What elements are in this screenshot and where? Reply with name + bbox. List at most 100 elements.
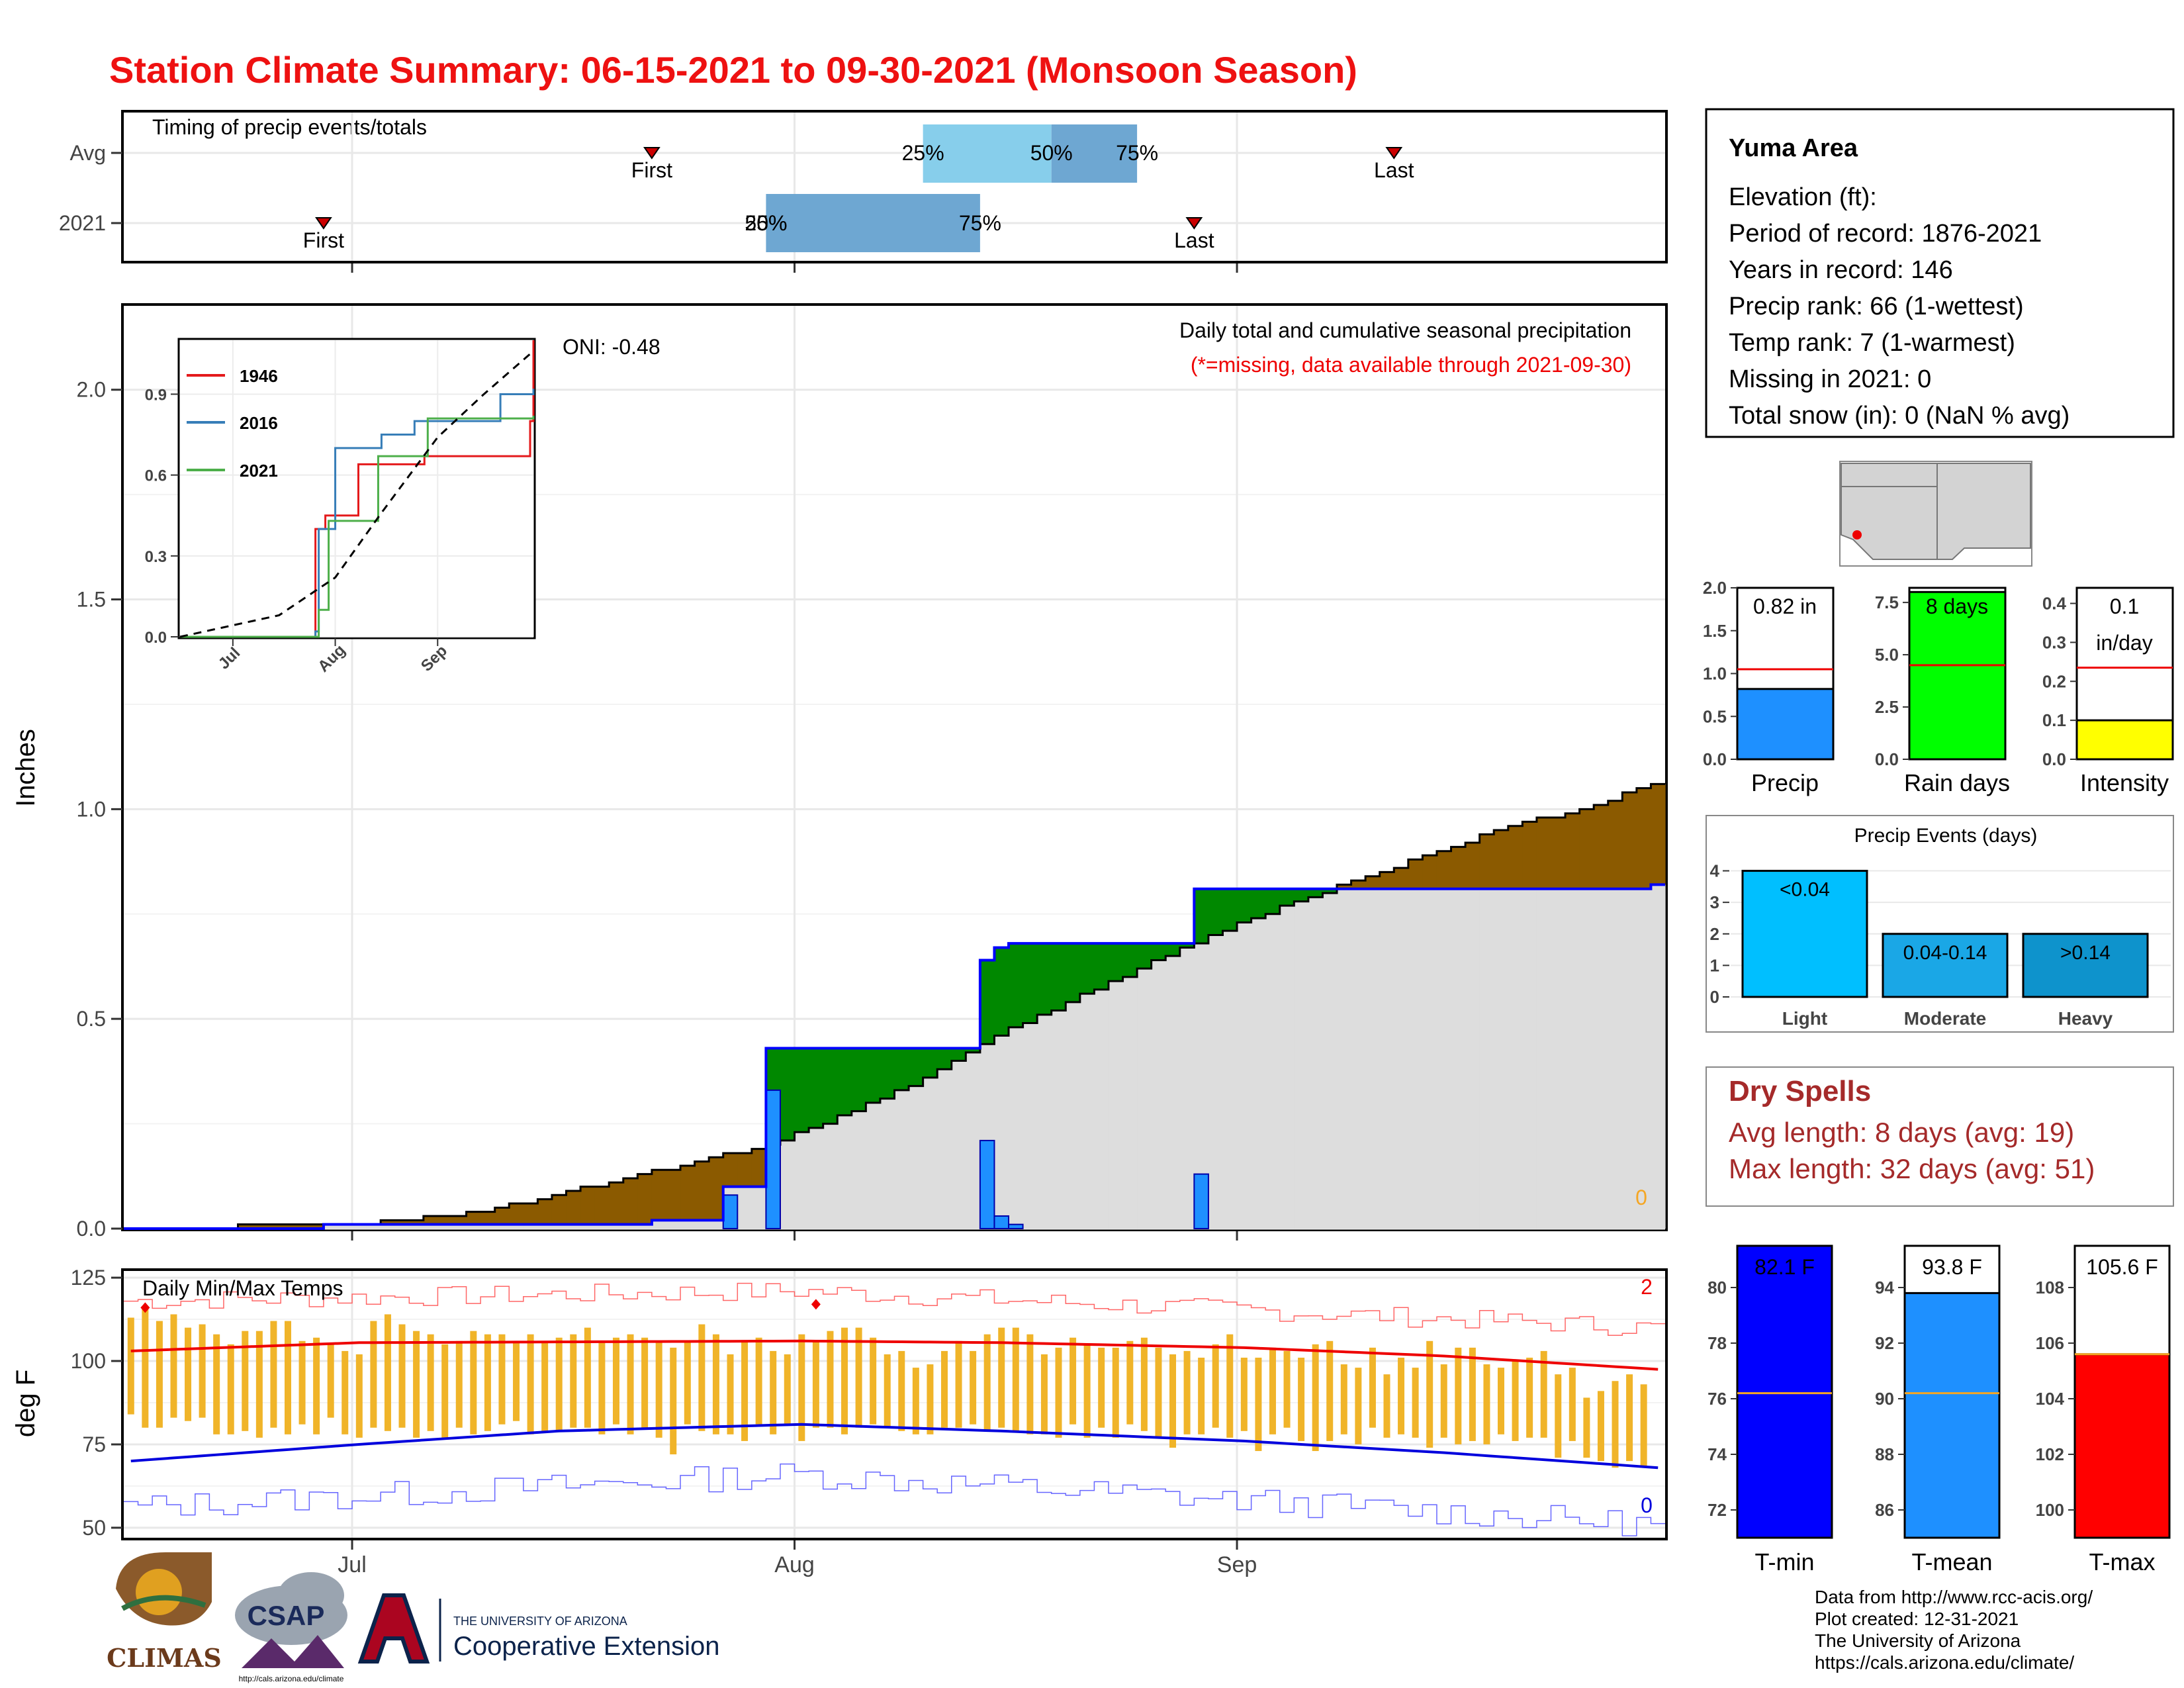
deficit-fill (1494, 830, 1509, 889)
gauge-ytick-label: 0.0 (1703, 749, 1727, 769)
normal-fill (794, 1132, 809, 1229)
daily-temp-bar (1340, 1364, 1347, 1434)
normal-fill (1622, 888, 1637, 1229)
avg-min-line (130, 1423, 1659, 1470)
ua-logo-a (357, 1593, 430, 1664)
daily-precip-bar (1193, 1173, 1209, 1230)
temp-ytick-label: 125 (71, 1266, 106, 1289)
event-bar-Heavy (2022, 933, 2149, 998)
inset-series-line-2021 (180, 416, 535, 638)
inset-ytick-label: 0.0 (145, 629, 167, 647)
deficit-fill (651, 1170, 667, 1221)
surplus-fill (923, 1048, 938, 1078)
events-ytick-label: 3 (1710, 892, 1719, 912)
deficit-fill (1465, 843, 1480, 889)
surplus-fill (1137, 943, 1152, 969)
record-min-line (124, 1463, 1665, 1536)
normal-fill (551, 1224, 567, 1229)
gauge-value-label: 0.82 in (1753, 594, 1817, 618)
gauge-ytick-label: 0.0 (2042, 749, 2066, 769)
surplus-fill (1108, 943, 1124, 982)
temp-gauge-name-label: T-max (2089, 1548, 2155, 1575)
daily-temp-bar (1012, 1327, 1019, 1431)
credit-line: Data from http://www.rcc-acis.org/ (1815, 1587, 2093, 1607)
temp-ytick-label: 75 (82, 1432, 106, 1456)
normal-fill (609, 1224, 624, 1229)
normal-fill (423, 1224, 439, 1229)
surplus-fill (909, 1048, 924, 1086)
gauge-ytick-label: 0.2 (2042, 671, 2066, 691)
precip-header: Daily total and cumulative seasonal prec… (1179, 318, 1631, 342)
2021-p25-label: 25% (745, 211, 787, 235)
inset-series-line-1946 (180, 340, 535, 638)
daily-precip-bar (979, 1139, 995, 1230)
normal-fill (637, 1224, 653, 1229)
avg-last-marker (1385, 147, 1403, 160)
avg-first-label: First (631, 158, 672, 182)
normal-fill (966, 1052, 981, 1229)
temp-gauge-ytick-label: 104 (2036, 1389, 2065, 1409)
gauge-name-label: Precip (1751, 769, 1819, 796)
daily-temp-bar (1183, 1350, 1191, 1434)
surplus-fill (809, 1048, 824, 1128)
deficit-fill (1608, 800, 1623, 889)
event-bar-label: <0.04 (1780, 879, 1830, 901)
deficit-fill (580, 1186, 596, 1225)
ua-logo: THE UNIVERSITY OF ARIZONA Cooperative Ex… (357, 1593, 719, 1664)
deficit-fill (509, 1203, 524, 1225)
deficit-fill (252, 1224, 267, 1229)
surplus-fill (894, 1048, 909, 1090)
normal-fill (851, 1111, 866, 1229)
climas-logo: CLIMAS (107, 1552, 222, 1673)
surplus-fill (1122, 943, 1138, 977)
daily-temp-bar (1255, 1357, 1262, 1452)
surplus-fill (994, 947, 1009, 1036)
daily-temp-bar (1455, 1347, 1462, 1444)
normal-fill (709, 1220, 724, 1229)
event-category-label: Light (1782, 1008, 1827, 1029)
normal-fill (1508, 888, 1523, 1229)
daily-temp-bar (1126, 1340, 1134, 1425)
daily-temp-bar (1198, 1357, 1205, 1434)
events-title: Precip Events (days) (1854, 825, 2038, 847)
daily-temp-bar (1298, 1357, 1305, 1441)
daily-temp-bar (1383, 1374, 1390, 1438)
x-tick-label: Jul (338, 1552, 366, 1577)
daily-temp-bar (570, 1334, 577, 1428)
normal-fill (1365, 888, 1381, 1229)
daily-temp-bar (413, 1331, 420, 1438)
normal-fill (381, 1224, 396, 1229)
daily-temp-bar (1112, 1347, 1119, 1438)
surplus-fill (1237, 888, 1252, 923)
event-bar-label: >0.14 (2060, 942, 2111, 964)
normal-fill (1051, 1010, 1066, 1229)
normal-fill (1579, 888, 1594, 1229)
timing-row-2021-label: 2021 (59, 211, 106, 235)
normal-fill (580, 1224, 596, 1229)
daily-temp-bar (1555, 1374, 1562, 1458)
station-line: Elevation (ft): (1729, 183, 1877, 211)
normal-fill (1422, 888, 1437, 1229)
daily-temp-bar (427, 1334, 434, 1431)
normal-fill (394, 1224, 410, 1229)
deficit-fill (1379, 872, 1394, 889)
normal-fill (1479, 888, 1494, 1229)
deficit-fill (1394, 868, 1409, 889)
daily-temp-bar (1483, 1364, 1490, 1444)
avg-p50-label: 50% (1030, 141, 1073, 165)
events-ytick-label: 0 (1710, 987, 1719, 1007)
deficit-fill (281, 1224, 296, 1229)
deficit-fill (694, 1161, 709, 1221)
daily-temp-bar (1026, 1334, 1034, 1434)
deficit-fill (1451, 847, 1466, 889)
normal-fill (338, 1224, 353, 1229)
gauge-ytick-label: 0.4 (2042, 594, 2067, 614)
avg-max-line (130, 1339, 1659, 1371)
daily-temp-bar (1040, 1354, 1048, 1434)
normal-fill (780, 1140, 796, 1229)
daily-temp-bar (541, 1340, 549, 1431)
temp-gauge-bar-T-mean (1903, 1291, 2001, 1539)
daily-temp-bar (1283, 1350, 1291, 1428)
